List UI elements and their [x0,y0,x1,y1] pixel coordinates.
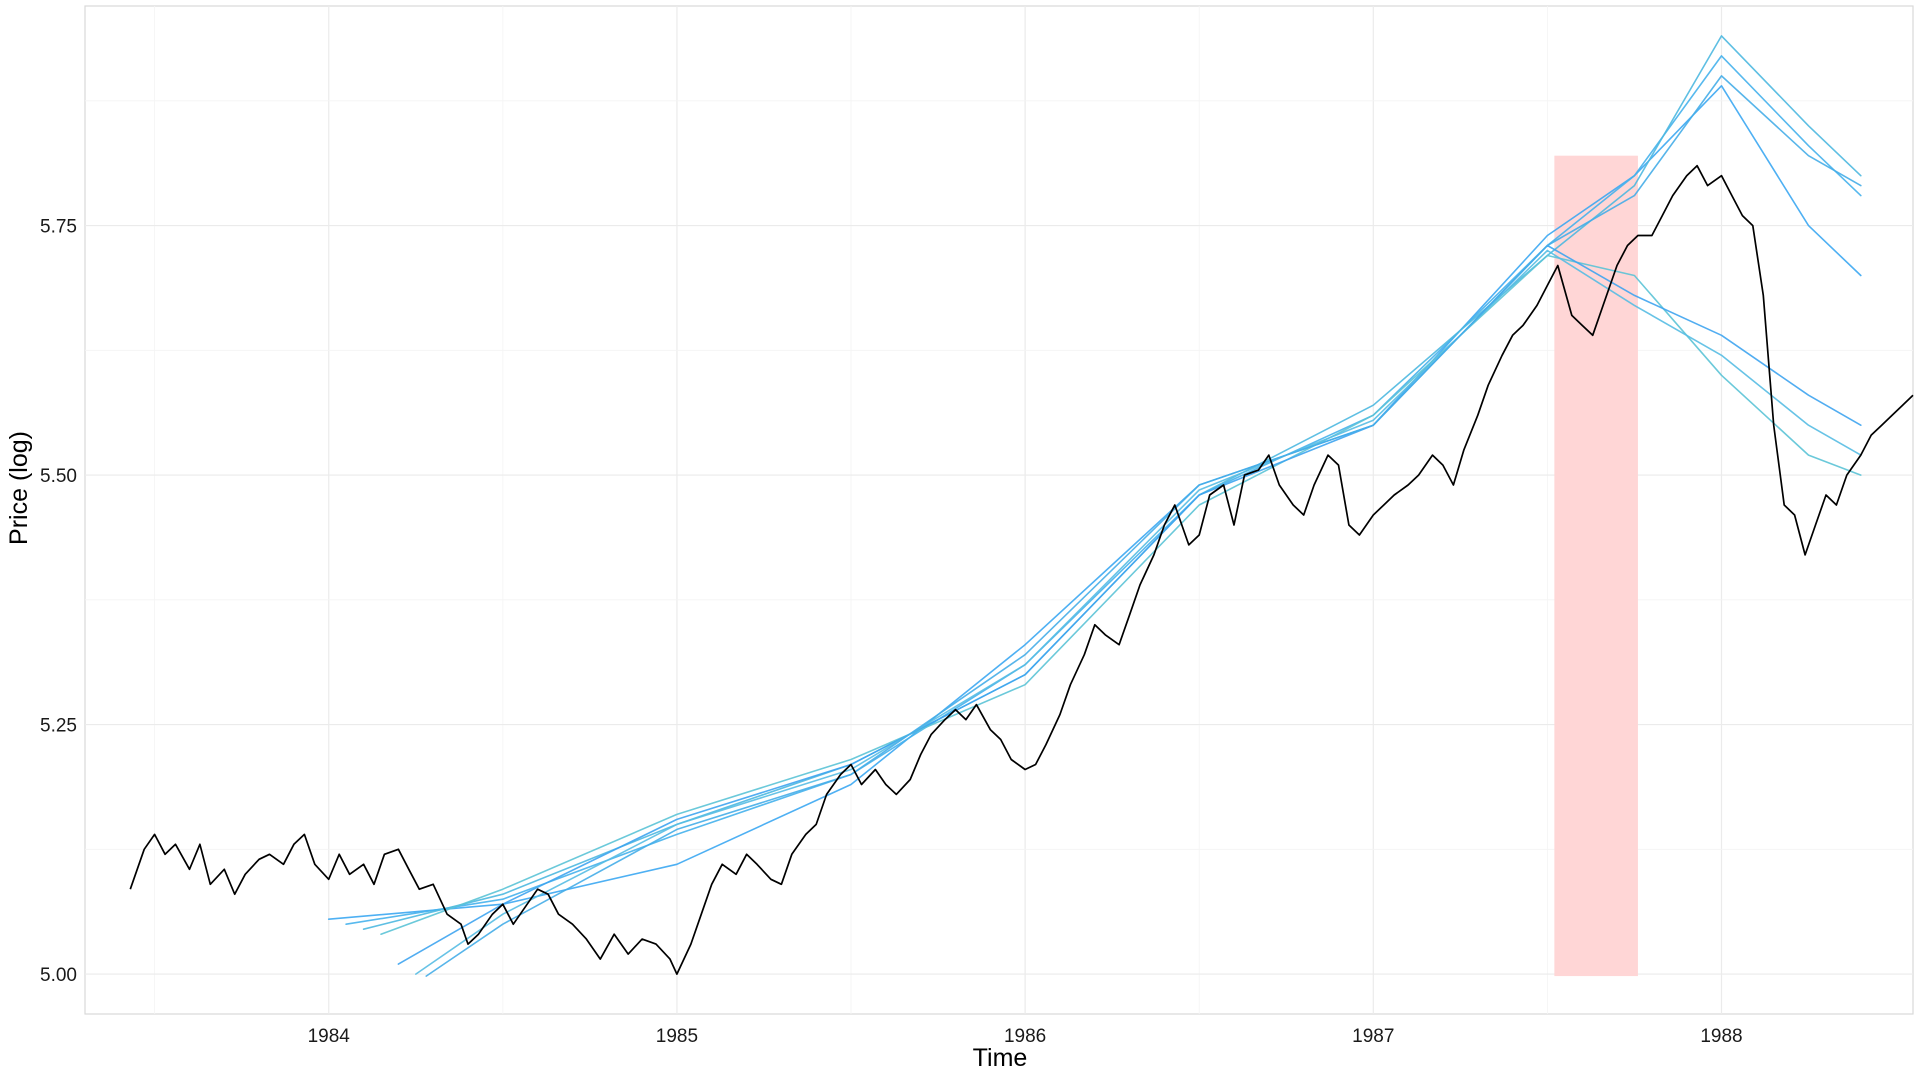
x-tick-label: 1985 [656,1026,698,1047]
price-line [129,164,1914,975]
y-tick-label: 5.50 [40,466,77,487]
x-axis-title: Time [973,1044,1028,1072]
forecast-line-5 [397,244,1862,965]
x-axis-ticks: 1984 1985 1986 1987 1988 [308,1026,1743,1047]
plot-panel [84,5,1914,1015]
x-tick-label: 1987 [1352,1026,1394,1047]
x-tick-label: 1988 [1700,1026,1742,1047]
forecast-line-3 [362,35,1862,930]
y-axis-ticks: 5.00 5.25 5.50 5.75 [40,217,77,987]
y-tick-label: 5.25 [40,716,77,737]
highlight-rect [1554,155,1638,977]
forecast-lines [327,35,1862,977]
y-tick-label: 5.75 [40,217,77,238]
highlight-region [1554,155,1638,977]
price-series-line [129,164,1914,975]
y-tick-label: 5.00 [40,965,77,986]
forecast-line-7 [425,75,1862,977]
x-tick-label: 1984 [308,1026,351,1047]
y-axis-title: Price (log) [5,431,33,545]
x-tick-label: 1986 [1004,1026,1046,1047]
